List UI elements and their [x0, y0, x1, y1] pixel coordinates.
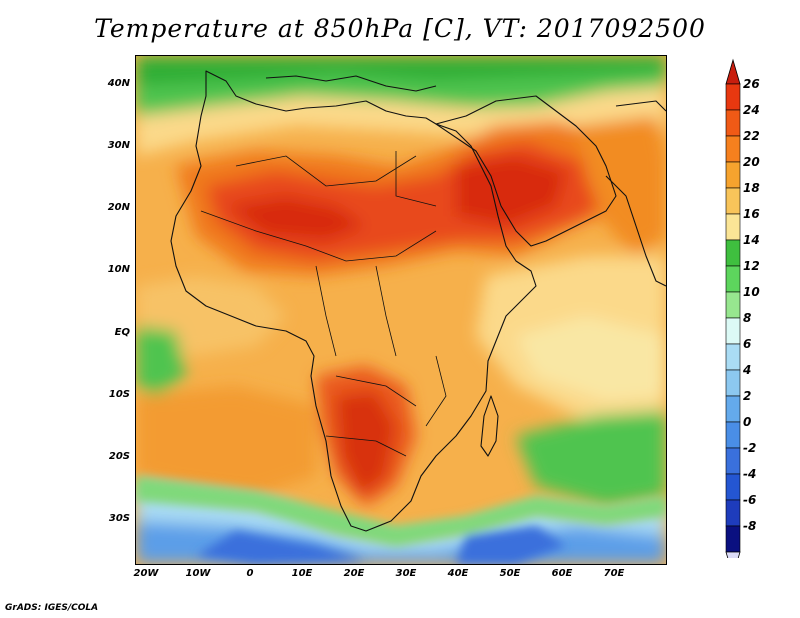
colorbar-level-label: 2	[743, 389, 752, 403]
colorbar-level-label: 18	[743, 181, 760, 195]
colorbar-swatch	[725, 213, 741, 241]
lon-label-40e: 40E	[447, 568, 469, 579]
lon-label-60e: 60E	[551, 568, 573, 579]
lat-label-20s: 20S	[108, 451, 130, 462]
colorbar-swatch	[725, 161, 741, 189]
lon-label-10e: 10E	[291, 568, 313, 579]
colorbar-level-label: 0	[743, 415, 752, 429]
colorbar-swatch	[725, 447, 741, 475]
colorbar-level-label: 16	[743, 207, 760, 221]
colorbar-swatch	[725, 265, 741, 293]
colorbar-level-label: -8	[743, 519, 757, 533]
colorbar-swatch	[725, 187, 741, 215]
lat-label-30n: 30N	[107, 140, 130, 151]
colorbar-level-label: 8	[743, 311, 752, 325]
chart-title: Temperature at 850hPa [C], VT: 201709250…	[94, 14, 706, 43]
colorbar	[725, 58, 741, 558]
colorbar-level-label: 14	[743, 233, 760, 247]
colorbar-swatch	[725, 239, 741, 267]
colorbar-swatch	[725, 395, 741, 423]
lat-label-20n: 20N	[107, 202, 130, 213]
colorbar-level-label: 10	[743, 285, 760, 299]
colorbar-swatch	[725, 343, 741, 371]
colorbar-level-label: 20	[743, 155, 760, 169]
lat-label-10n: 10N	[107, 264, 130, 275]
lon-label-50e: 50E	[499, 568, 521, 579]
colorbar-swatch	[725, 421, 741, 449]
colorbar-level-label: -2	[743, 441, 757, 455]
colorbar-swatch	[725, 369, 741, 397]
lon-label-10w: 10W	[185, 568, 211, 579]
lat-label-eq: EQ	[114, 327, 130, 338]
lon-label-70e: 70E	[603, 568, 625, 579]
colorbar-level-label: 12	[743, 259, 760, 273]
colorbar-level-label: 24	[743, 103, 760, 117]
colorbar-level-label: 4	[743, 363, 752, 377]
colorbar-bottom-arrow	[725, 551, 741, 558]
grads-credit: GrADS: IGES/COLA	[5, 603, 99, 613]
lon-label-20w: 20W	[133, 568, 159, 579]
lat-label-10s: 10S	[108, 389, 130, 400]
colorbar-level-label: -6	[743, 493, 757, 507]
colorbar-level-label: 22	[743, 129, 760, 143]
temperature-map	[135, 55, 667, 565]
colorbar-swatch	[725, 499, 741, 527]
lat-label-40n: 40N	[107, 78, 130, 89]
colorbar-swatch	[725, 135, 741, 163]
colorbar-swatch	[725, 473, 741, 501]
colorbar-swatch	[725, 291, 741, 319]
colorbar-swatch	[725, 83, 741, 111]
colorbar-level-label: -4	[743, 467, 757, 481]
lon-label-30e: 30E	[395, 568, 417, 579]
colorbar-level-label: 26	[743, 77, 760, 91]
colorbar-swatch	[725, 525, 741, 553]
colorbar-level-label: 6	[743, 337, 752, 351]
lat-label-30s: 30S	[108, 513, 130, 524]
lon-label-20e: 20E	[343, 568, 365, 579]
lon-label-0: 0	[246, 568, 254, 579]
map-svg	[136, 56, 666, 564]
colorbar-swatch	[725, 317, 741, 345]
colorbar-swatch	[725, 109, 741, 137]
colorbar-top-arrow	[725, 58, 741, 85]
